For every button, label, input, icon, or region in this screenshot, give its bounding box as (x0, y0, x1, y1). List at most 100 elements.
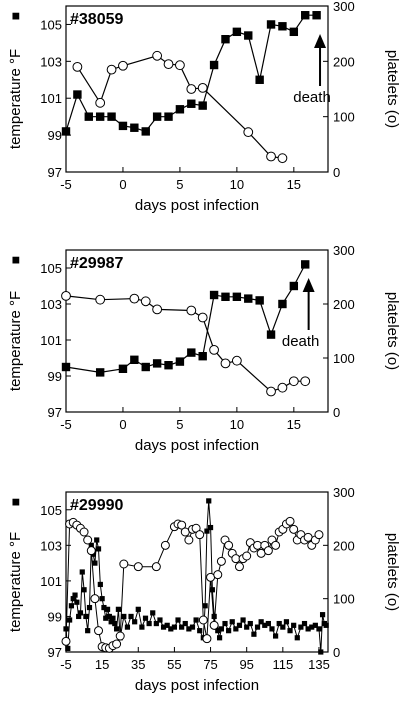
temperature-point (202, 603, 208, 609)
platelets-point (133, 562, 143, 572)
temperature-point (233, 626, 239, 632)
platelets-point (95, 97, 106, 108)
temperature-point (255, 296, 264, 305)
panel-id-label: #29990 (70, 497, 123, 514)
temperature-point (141, 362, 150, 372)
temperature-point (110, 615, 116, 621)
temperature-point (215, 628, 221, 634)
temperature-point (67, 617, 73, 623)
temperature-point (132, 619, 138, 625)
platelets-point (197, 82, 208, 93)
temperature-point (289, 27, 299, 37)
x-tick-label: 35 (131, 657, 145, 672)
platelets-point (195, 530, 205, 540)
plot-frame (65, 491, 329, 653)
temperature-point (280, 624, 286, 630)
temperature-point (141, 127, 150, 136)
temperature-point (85, 628, 91, 634)
temperature-point (187, 99, 196, 108)
y-right-tick-label: 100 (333, 592, 355, 607)
platelets-point (209, 620, 219, 630)
temperature-point (232, 292, 242, 301)
x-tick-label: 10 (230, 177, 244, 192)
y-left-tick-label: 105 (40, 261, 62, 276)
temperature-point (95, 112, 105, 121)
y-left-tick-label: 99 (48, 609, 62, 624)
temperature-point (157, 617, 163, 623)
y-left-tick-label: 101 (40, 333, 62, 348)
platelets-point (277, 153, 288, 164)
temperature-point (74, 599, 80, 605)
temperature-point (312, 11, 321, 20)
temperature-point (130, 355, 139, 364)
temperature-point (128, 613, 134, 620)
temperature-line (65, 264, 306, 374)
death-annotation: death (293, 89, 331, 106)
y-right-tick-label: 0 (333, 165, 340, 180)
platelets-point (86, 546, 96, 556)
platelets-point (175, 60, 185, 71)
y-right-tick-label: 200 (333, 538, 355, 553)
platelets-point (288, 376, 299, 387)
platelets-point (285, 516, 295, 526)
platelets-point (263, 546, 273, 556)
platelets-point (112, 639, 122, 649)
temperature-point (179, 624, 185, 630)
x-tick-label: 55 (167, 657, 181, 672)
temperature-point (309, 624, 315, 630)
temperature-point (273, 633, 279, 639)
x-tick-label: 5 (176, 417, 183, 432)
x-axis-label: days post infection (135, 437, 259, 454)
temperature-point (107, 112, 116, 121)
platelets-point (184, 535, 194, 545)
platelets-point (197, 312, 208, 323)
temperature-point (73, 90, 82, 99)
chart-panel-2: -5 0 5 10 15 97 99 101 103 105 0 100 200 300 days post… (7, 243, 400, 454)
temperature-point (266, 330, 276, 339)
y-right-tick-label: 300 (333, 485, 355, 500)
temperature-point (244, 31, 253, 40)
temperature-point (92, 560, 98, 566)
temperature-point (209, 290, 219, 300)
temperature-point (171, 624, 178, 630)
temperature-point (164, 112, 173, 121)
temperature-point (229, 619, 235, 625)
temperature-point (232, 27, 242, 37)
temperature-point (68, 603, 75, 609)
temperature-point (206, 498, 212, 504)
y-left-tick-label: 99 (48, 128, 62, 143)
temperature-point (221, 292, 230, 301)
platelets-point (213, 570, 223, 580)
platelets-line (65, 295, 306, 393)
y-left-tick-label: 103 (40, 54, 62, 69)
temperature-point (287, 628, 293, 634)
temperature-point (291, 622, 297, 628)
temperature-point (95, 368, 105, 377)
y-right-tick-label: 200 (333, 297, 355, 312)
x-tick-label: 115 (272, 657, 293, 672)
x-tick-label: 15 (287, 177, 301, 192)
platelets-point (152, 304, 163, 315)
x-tick-label: 0 (119, 177, 126, 192)
temperature-point (312, 622, 318, 628)
temperature-point (222, 620, 228, 627)
temperature-point (175, 105, 185, 114)
temperature-point (108, 619, 114, 625)
temperature-point (251, 631, 257, 637)
temperature-point (186, 626, 192, 632)
death-annotation: death (282, 333, 320, 350)
y-left-tick-label: 97 (48, 165, 62, 180)
platelets-point (198, 615, 208, 625)
x-tick-label: 95 (239, 657, 253, 672)
platelets-point (95, 294, 106, 305)
temperature-point (61, 127, 71, 136)
temperature-point (209, 587, 215, 593)
y-left-tick-label: 97 (48, 645, 62, 660)
temperature-point (164, 622, 170, 628)
temperature-point (265, 620, 271, 627)
y-left-axis-marker: ■ (7, 12, 23, 20)
temperature-point (175, 617, 181, 623)
platelets-point (61, 636, 71, 646)
platelets-point (118, 60, 128, 71)
x-tick-label: 75 (203, 657, 217, 672)
